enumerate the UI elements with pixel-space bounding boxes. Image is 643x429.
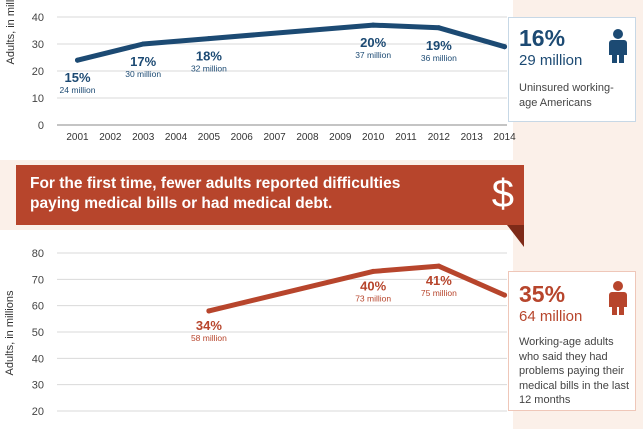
- callout-description: Working-age adults who said they had pro…: [519, 336, 630, 406]
- banner-line-1: For the first time, fewer adults reporte…: [30, 175, 401, 192]
- y-tick-label: 60: [32, 301, 44, 313]
- data-point: [502, 292, 508, 298]
- y-tick-label: 20: [32, 406, 44, 418]
- callout-percent: 35%: [519, 281, 566, 307]
- data-label-percent: 40%: [360, 278, 386, 293]
- y-tick-label: 40: [32, 12, 44, 24]
- y-tick-label: 50: [32, 327, 44, 339]
- data-label-percent: 17%: [130, 54, 156, 69]
- data-point: [140, 41, 146, 47]
- y-tick-label: 30: [32, 39, 44, 51]
- data-point: [206, 308, 212, 314]
- x-tick-label: 2012: [428, 132, 451, 143]
- y-tick-label: 0: [38, 120, 44, 132]
- data-point: [75, 57, 80, 63]
- uninsured-chart: 0 10 20 30 40 2001 2002 2003 2004 2005 2006 2007 200…: [5, 0, 516, 143]
- y-axis-label: Adults, in millions: [5, 0, 17, 64]
- callout-count: 64 million: [519, 308, 583, 325]
- x-tick-label: 2009: [329, 132, 352, 143]
- data-label-millions: 73 million: [355, 293, 391, 303]
- y-axis-label: Adults, in millions: [4, 290, 16, 375]
- x-tick-label: 2004: [165, 132, 188, 143]
- x-tick-label: 2001: [66, 132, 89, 143]
- y-tick-label: 20: [32, 66, 44, 78]
- data-point: [370, 268, 376, 274]
- bottom-chart-background: [0, 230, 513, 429]
- callout-count: 29 million: [519, 52, 583, 69]
- banner-fold: [507, 225, 524, 247]
- data-label-millions: 36 million: [421, 53, 457, 63]
- x-tick-label: 2013: [461, 132, 484, 143]
- x-tick-label: 2014: [493, 132, 516, 143]
- y-tick-label: 40: [32, 353, 44, 365]
- medical-bills-callout: 35% 64 million Working-age adults who sa…: [508, 271, 636, 411]
- person-icon: [609, 29, 627, 63]
- uninsured-callout: 16% 29 million Uninsured working-age Ame…: [508, 17, 636, 122]
- data-label-millions: 75 million: [421, 288, 457, 298]
- data-label-millions: 32 million: [191, 64, 227, 74]
- y-tick-label: 10: [32, 93, 44, 105]
- medical-bills-chart: 20 30 40 50 60 70 80 Adults, in millions 34%58 m…: [4, 248, 508, 418]
- data-label-millions: 37 million: [355, 50, 391, 60]
- headline-banner: For the first time, fewer adults reporte…: [16, 165, 524, 225]
- person-icon: [609, 281, 627, 315]
- data-label-percent: 18%: [196, 49, 222, 64]
- x-tick-label: 2002: [99, 132, 122, 143]
- y-tick-label: 30: [32, 380, 44, 392]
- data-point: [502, 44, 508, 50]
- x-tick-label: 2008: [296, 132, 319, 143]
- data-label-millions: 30 million: [125, 69, 161, 79]
- y-tick-label: 70: [32, 274, 44, 286]
- data-label-percent: 15%: [64, 70, 90, 85]
- banner-line-2: paying medical bills or had medical debt…: [30, 195, 333, 212]
- y-tick-label: 80: [32, 248, 44, 260]
- x-tick-label: 2011: [395, 132, 417, 143]
- callout-percent: 16%: [519, 25, 566, 51]
- x-tick-label: 2005: [198, 132, 221, 143]
- data-point: [436, 25, 442, 31]
- data-label-percent: 20%: [360, 35, 386, 50]
- dollar-icon: $: [491, 172, 514, 216]
- series-line: [75, 22, 508, 63]
- x-tick-label: 2006: [231, 132, 254, 143]
- data-point: [206, 36, 212, 42]
- data-label-millions: 24 million: [60, 85, 96, 95]
- data-point: [370, 22, 376, 28]
- x-tick-label: 2007: [263, 132, 286, 143]
- x-tick-label: 2003: [132, 132, 155, 143]
- data-label-percent: 34%: [196, 318, 222, 333]
- x-tick-label: 2010: [362, 132, 385, 143]
- data-label-percent: 41%: [426, 273, 452, 288]
- data-label-millions: 58 million: [191, 333, 227, 343]
- series-line: [206, 263, 508, 314]
- data-label-percent: 19%: [426, 38, 452, 53]
- data-point: [436, 263, 442, 269]
- callout-description: Uninsured working-age Americans: [519, 82, 614, 109]
